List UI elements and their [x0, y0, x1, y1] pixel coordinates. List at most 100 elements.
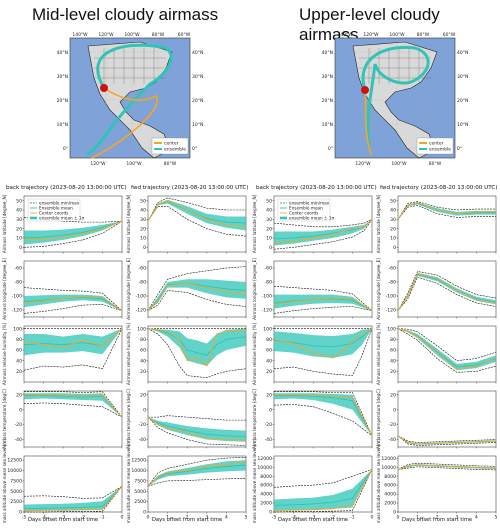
panel-3: -40 -20 0 20 Airmass temperature [degC]	[252, 389, 373, 449]
y-axis-label: Airmass relative humidity [%]	[252, 323, 257, 386]
y-tick-label: 40	[16, 358, 22, 364]
x-tick-label: 5	[495, 515, 498, 521]
y-axis-label: Airmass latitude [degree_N]	[126, 194, 131, 253]
map-lat-label: 20°N	[457, 98, 468, 104]
ensemble-mean-line	[273, 328, 373, 348]
y-tick-label: 7500	[10, 478, 22, 484]
ensemble-min-line	[273, 219, 373, 250]
y-tick-label: 30	[266, 217, 272, 223]
map-lat-label: 30°N	[57, 74, 68, 80]
y-axis-label: Airmass altitude above mean sea level [m…	[252, 439, 257, 523]
map-legend-ensemble: ensemble	[429, 147, 451, 153]
y-tick-label: -80	[388, 280, 396, 286]
map-lon-label: 80°W	[417, 32, 430, 38]
xlabel-1: Days offset from start time	[28, 517, 99, 523]
y-tick-label: 0	[143, 407, 146, 413]
center-coords-line	[23, 296, 123, 312]
y-axis-label: Airmass relative humidity [%]	[376, 323, 381, 386]
x-tick-label: 2	[436, 515, 439, 521]
center-coords-line	[147, 282, 247, 312]
panel-frame	[397, 390, 497, 448]
y-tick-label: -40	[264, 437, 272, 443]
y-tick-label: 2500	[134, 499, 146, 505]
y-tick-label: 20	[266, 392, 272, 398]
y-tick-label: -60	[14, 266, 22, 272]
y-tick-label: -120	[12, 308, 23, 314]
center-coords-line	[23, 485, 123, 512]
x-tick-label: 0	[121, 515, 124, 521]
map-lat-label: 10°N	[322, 122, 333, 128]
panel-frame	[397, 260, 497, 318]
center-coords-line	[147, 416, 247, 441]
map-legend-center: center	[429, 141, 444, 147]
panel-0: 0 10 20 30 40 50 Airmass latitude [degree_N]	[376, 194, 497, 254]
y-tick-label: 40	[266, 208, 272, 214]
panel-0: 0 10 20 30 40 50 Airmass latitude [degree_N]	[126, 194, 247, 254]
map-lat-label: 40°N	[457, 50, 468, 56]
xlabel-4: Days offset from start time	[402, 517, 473, 523]
y-axis-label: Airmass altitude above mean sea level [m…	[126, 439, 131, 523]
y-tick-label: 6000	[384, 483, 396, 489]
y-tick-label: 30	[16, 217, 22, 223]
y-tick-label: 2500	[10, 499, 22, 505]
y-tick-label: 0	[393, 407, 396, 413]
y-tick-label: 100	[13, 326, 22, 332]
legend-label: ensemble mean ± 1σ	[39, 216, 85, 221]
panel-frame	[397, 455, 497, 513]
y-tick-label: -100	[12, 294, 23, 300]
y-tick-label: 20	[140, 369, 146, 375]
legend-label: Ensemble mean	[39, 206, 73, 211]
panel-4: 0 2500 5000 7500 10000 12500 -5 -4 -3 -2 -1 0 Airmas…	[2, 439, 124, 523]
y-tick-label: 40	[16, 208, 22, 214]
y-tick-label: -80	[14, 280, 22, 286]
panel-4: 0 2000 4000 6000 8000 10000 12000 0 1 2 3 4 5 Airmass…	[376, 439, 498, 523]
ensemble-max-line	[274, 391, 373, 436]
y-tick-label: 20	[390, 392, 396, 398]
map-lon-label: 120°W	[98, 32, 114, 38]
center-coords-line	[397, 202, 496, 220]
x-tick-label: -2	[81, 515, 86, 521]
legend-label: Center coords	[289, 211, 318, 216]
ensemble-sigma-band	[148, 328, 246, 366]
x-tick-label: 3	[455, 515, 458, 521]
map-right: 140°W 120°W 100°W 80°W 60°W 40°N 40°N 30°N 30°N 2…	[322, 32, 469, 167]
y-tick-label: 7500	[134, 478, 146, 484]
y-axis-label: Airmass temperature [degC]	[376, 389, 381, 449]
y-tick-label: -60	[388, 266, 396, 272]
y-tick-label: 40	[140, 208, 146, 214]
ensemble-mean-line	[147, 416, 247, 437]
y-tick-label: -20	[138, 422, 146, 428]
y-tick-label: 20	[390, 226, 396, 232]
y-axis-label: Airmass latitude [degree_N]	[376, 194, 381, 253]
panel-1: -120 -100 -80 -60 Airmass longitude [degree_…	[252, 258, 373, 320]
x-tick-label: -3	[311, 515, 316, 521]
y-tick-label: 20	[266, 226, 272, 232]
y-tick-label: 80	[266, 337, 272, 343]
center-coords-line	[147, 462, 247, 487]
y-tick-label: 0	[269, 245, 272, 251]
map-lat-label: 40°N	[192, 50, 203, 56]
x-tick-label: -1	[350, 515, 355, 521]
x-tick-label: 0	[371, 515, 374, 521]
y-tick-label: 4000	[384, 492, 396, 498]
y-tick-label: 2000	[260, 501, 272, 507]
x-tick-label: 0	[147, 515, 150, 521]
center-coords-line	[24, 394, 123, 418]
ensemble-sigma-band	[274, 393, 372, 436]
ensemble-min-line	[23, 220, 123, 248]
center-coords-line	[397, 464, 497, 470]
y-tick-label: -20	[388, 422, 396, 428]
y-tick-label: -100	[136, 294, 147, 300]
ensemble-sigma-band	[274, 328, 372, 358]
y-tick-label: -60	[264, 266, 272, 272]
panel-2: 20 40 60 80 100 Airmass relative humidity [%]	[252, 323, 373, 386]
y-tick-label: 4000	[260, 492, 272, 498]
map-lat-label: 0°	[192, 146, 197, 152]
y-tick-label: -60	[138, 266, 146, 272]
y-tick-label: 0	[19, 245, 22, 251]
y-axis-label: Airmass altitude above mean sea level [m…	[2, 439, 7, 523]
center-coords-line	[23, 328, 123, 348]
panel-4: 0 2000 4000 6000 8000 10000 12000 -5 -4 -3 -2 -1 0 Ai…	[252, 439, 374, 523]
map-left: 140°W 120°W 100°W 80°W 60°W 40°N 40°N 30°N 30°N 2…	[57, 32, 204, 167]
y-tick-label: 0	[19, 407, 22, 413]
